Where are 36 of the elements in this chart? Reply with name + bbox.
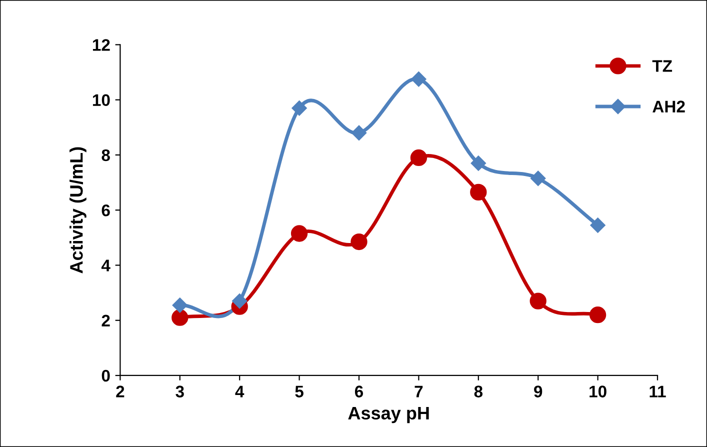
point xyxy=(172,298,188,313)
point xyxy=(530,170,546,186)
point xyxy=(292,100,307,116)
x-tick-label: 6 xyxy=(354,386,364,398)
x-tick-label: 7 xyxy=(414,386,423,398)
x-tick-label: 2 xyxy=(116,386,124,398)
x-tick-label: 11 xyxy=(650,386,666,398)
point xyxy=(410,149,428,166)
legend-label: TZ xyxy=(652,60,672,72)
point xyxy=(590,218,606,233)
y-tick-label: 6 xyxy=(102,204,110,216)
y-tick-label: 8 xyxy=(102,149,110,162)
x-tick-label: 4 xyxy=(235,386,244,398)
point xyxy=(470,184,487,201)
x-tick-label: 8 xyxy=(474,386,483,398)
point xyxy=(470,156,486,171)
y-axis-title: Activity (U/mL) xyxy=(70,147,86,274)
x-tick-label: 10 xyxy=(590,386,606,398)
y-tick-label: 4 xyxy=(101,260,110,272)
point xyxy=(589,306,606,324)
y-tick-label: 12 xyxy=(92,39,110,51)
x-tick-label: 9 xyxy=(534,386,542,398)
x-tick-label: 5 xyxy=(295,386,304,398)
point xyxy=(290,225,308,242)
point xyxy=(350,233,368,250)
point xyxy=(411,72,426,87)
point xyxy=(530,292,546,310)
x-tick-label: 3 xyxy=(176,386,184,398)
y-tick-label: 0 xyxy=(102,370,110,382)
y-tick-label: 10 xyxy=(92,94,110,106)
x-axis-title: Assay pH xyxy=(348,406,429,424)
legend-label: AH2 xyxy=(652,100,685,112)
point xyxy=(351,125,367,140)
point xyxy=(232,293,248,309)
y-tick-label: 2 xyxy=(102,314,110,326)
point xyxy=(172,309,188,326)
